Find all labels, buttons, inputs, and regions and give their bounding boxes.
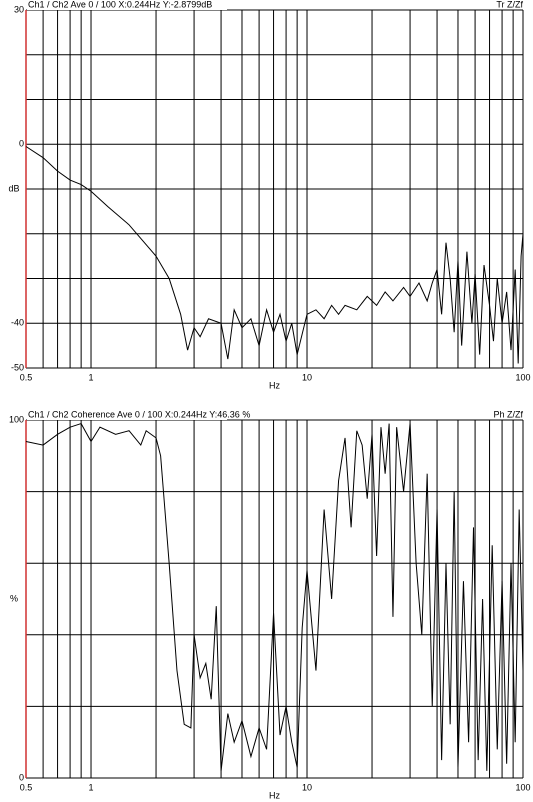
y-axis-label: % (10, 593, 18, 603)
x-tick-label: 1 (89, 372, 94, 382)
chart-title-right: Tr Z/Zf (496, 0, 523, 9)
chart-title: Ch1 / Ch2 Coherence Ave 0 / 100 X:0.244H… (28, 409, 250, 419)
y-tick-label: 100 (9, 414, 24, 424)
data-line (25, 422, 524, 771)
x-tick-label: 100 (515, 372, 530, 382)
y-tick-label: 0 (19, 139, 24, 149)
y-axis-label: dB (8, 183, 19, 193)
chart-title: Ch1 / Ch2 Ave 0 / 100 X:0.244Hz Y:-2.879… (28, 0, 212, 9)
y-tick-label: -50 (11, 362, 24, 372)
title-bg (27, 410, 227, 420)
x-tick-label: 1 (89, 782, 94, 792)
title-bg (27, 0, 227, 10)
x-tick-label: 0.5 (20, 782, 33, 792)
y-tick-label: 30 (14, 4, 24, 14)
x-axis-label: Hz (269, 790, 280, 800)
x-tick-label: 10 (302, 372, 312, 382)
data-line (25, 146, 524, 364)
x-tick-label: 100 (515, 782, 530, 792)
y-tick-label: -40 (11, 318, 24, 328)
x-tick-label: 10 (302, 782, 312, 792)
x-axis-label: Hz (269, 380, 280, 390)
x-tick-label: 0.5 (20, 372, 33, 382)
chart-title-right: Ph Z/Zf (493, 409, 523, 419)
y-tick-label: 0 (19, 772, 24, 782)
